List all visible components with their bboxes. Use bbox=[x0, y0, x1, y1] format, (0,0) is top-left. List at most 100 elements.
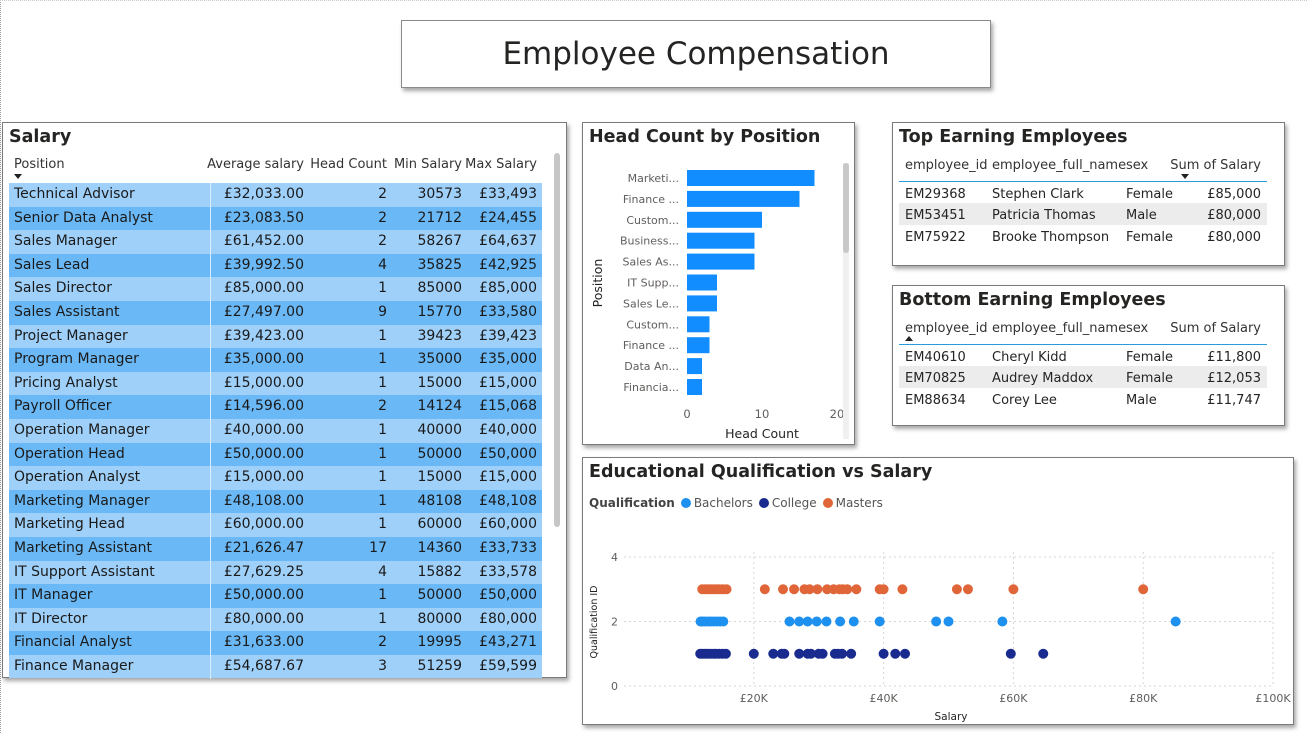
table-row[interactable]: Marketing Manager £48,108.00 1 48108 £48,108 bbox=[9, 489, 542, 514]
table-row[interactable]: EM75922 Brooke Thompson Female £80,000 bbox=[899, 225, 1267, 246]
bar[interactable] bbox=[687, 274, 717, 291]
bar[interactable] bbox=[687, 295, 717, 312]
scatter-point-masters[interactable] bbox=[804, 584, 815, 595]
table-row[interactable]: Operation Head £50,000.00 1 50000 £50,000 bbox=[9, 442, 542, 467]
bar[interactable] bbox=[687, 170, 815, 186]
table-row[interactable]: Pricing Analyst £15,000.00 1 15000 £15,000 bbox=[9, 371, 542, 396]
bar[interactable] bbox=[687, 316, 710, 333]
bar[interactable] bbox=[687, 232, 755, 249]
scatter-point-college[interactable] bbox=[1038, 648, 1049, 659]
scatter-point-masters[interactable] bbox=[721, 584, 732, 595]
scatter-point-masters[interactable] bbox=[759, 584, 770, 595]
sort-descending-icon[interactable] bbox=[1181, 174, 1189, 179]
scatter-point-bachelors[interactable] bbox=[848, 616, 859, 627]
scatter-point-masters[interactable] bbox=[1008, 584, 1019, 595]
bar[interactable] bbox=[687, 358, 702, 375]
bar[interactable] bbox=[687, 337, 710, 354]
table-row[interactable]: Finance Manager £54,687.67 3 51259 £59,599 bbox=[9, 654, 542, 679]
salary-table-panel[interactable]: Salary Position Average salary Head Coun… bbox=[2, 122, 567, 679]
scatter-point-bachelors[interactable] bbox=[811, 616, 822, 627]
table-row[interactable]: Technical Advisor £32,033.00 2 30573 £33,493 bbox=[9, 183, 542, 207]
scatter-point-masters[interactable] bbox=[962, 584, 973, 595]
scatter-point-college[interactable] bbox=[779, 648, 790, 659]
scatter-point-college[interactable] bbox=[817, 648, 828, 659]
table-row[interactable]: EM88634 Corey Lee Male £11,747 bbox=[899, 388, 1267, 409]
table-row[interactable]: EM70825 Audrey Maddox Female £12,053 bbox=[899, 366, 1267, 388]
scatter-point-college[interactable] bbox=[748, 648, 759, 659]
scatter-point-masters[interactable] bbox=[789, 584, 800, 595]
column-header-max-salary[interactable]: Max Salary bbox=[465, 157, 537, 172]
table-row[interactable]: Operation Analyst £15,000.00 1 15000 £15,000 bbox=[9, 466, 542, 490]
legend-item-masters[interactable]: Masters bbox=[822, 496, 883, 510]
column-header-average-salary[interactable]: Average salary bbox=[207, 157, 304, 172]
scatter-point-bachelors[interactable] bbox=[943, 616, 954, 627]
table-row[interactable]: Program Manager £35,000.00 1 35000 £35,000 bbox=[9, 348, 542, 372]
bar[interactable] bbox=[687, 253, 755, 270]
table-row[interactable]: Sales Director £85,000.00 1 85000 £85,000 bbox=[9, 277, 542, 301]
legend-item-bachelors[interactable]: Bachelors bbox=[680, 496, 753, 510]
table-row[interactable]: Financial Analyst £31,633.00 2 19995 £43,271 bbox=[9, 631, 542, 655]
scatter-point-masters[interactable] bbox=[1138, 584, 1149, 595]
column-header-sum-of-salary[interactable]: Sum of Salary bbox=[1170, 158, 1261, 173]
table-row[interactable]: Sales Manager £61,452.00 2 58267 £64,637 bbox=[9, 230, 542, 254]
scatter-point-college[interactable] bbox=[805, 648, 816, 659]
column-header-position[interactable]: Position bbox=[14, 157, 65, 172]
table-row[interactable]: EM53451 Patricia Thomas Male £80,000 bbox=[899, 203, 1267, 225]
bar[interactable] bbox=[687, 190, 800, 207]
legend-item-college[interactable]: College bbox=[758, 496, 817, 510]
table-row[interactable]: Senior Data Analyst £23,083.50 2 21712 £24,4… bbox=[9, 206, 542, 231]
table-row[interactable]: Payroll Officer £14,596.00 2 14124 £15,068 bbox=[9, 395, 542, 419]
scatter-point-masters[interactable] bbox=[851, 584, 862, 595]
chart-scrollbar-track[interactable] bbox=[843, 163, 849, 439]
scatter-point-bachelors[interactable] bbox=[794, 616, 805, 627]
scatter-point-masters[interactable] bbox=[812, 584, 823, 595]
scatter-point-bachelors[interactable] bbox=[784, 616, 795, 627]
scatter-point-masters[interactable] bbox=[878, 584, 889, 595]
table-row[interactable]: Sales Assistant £27,497.00 9 15770 £33,580 bbox=[9, 300, 542, 325]
scatter-point-masters[interactable] bbox=[778, 584, 789, 595]
column-header-employee-full-name[interactable]: employee_full_name bbox=[992, 158, 1127, 173]
scatter-point-masters[interactable] bbox=[842, 584, 853, 595]
scatter-point-bachelors[interactable] bbox=[931, 616, 942, 627]
scatter-point-college[interactable] bbox=[794, 648, 805, 659]
scatter-point-bachelors[interactable] bbox=[802, 616, 813, 627]
scatter-point-bachelors[interactable] bbox=[874, 616, 885, 627]
bar[interactable] bbox=[687, 379, 702, 395]
scatter-point-bachelors[interactable] bbox=[997, 616, 1008, 627]
chart-scrollbar[interactable] bbox=[843, 163, 849, 253]
scatter-point-college[interactable] bbox=[846, 648, 857, 659]
table-row[interactable]: Project Manager £39,423.00 1 39423 £39,423 bbox=[9, 324, 542, 349]
scatter-point-college[interactable] bbox=[768, 648, 779, 659]
column-header-sum-of-salary[interactable]: Sum of Salary bbox=[1170, 321, 1261, 336]
scatter-point-college[interactable] bbox=[1005, 648, 1016, 659]
scatter-point-bachelors[interactable] bbox=[1170, 616, 1181, 627]
table-row[interactable]: EM29368 Stephen Clark Female £85,000 bbox=[899, 182, 1267, 203]
table-row[interactable]: Marketing Head £60,000.00 1 60000 £60,000 bbox=[9, 513, 542, 537]
table-row[interactable]: IT Support Assistant £27,629.25 4 15882 £33,… bbox=[9, 560, 542, 585]
scatter-point-college[interactable] bbox=[890, 648, 901, 659]
column-header-sex[interactable]: sex bbox=[1126, 158, 1149, 173]
sort-ascending-icon[interactable] bbox=[905, 336, 913, 341]
scatter-point-bachelors[interactable] bbox=[835, 616, 846, 627]
column-header-employee-full-name[interactable]: employee_full_name bbox=[992, 321, 1127, 336]
table-row[interactable]: IT Manager £50,000.00 1 50000 £50,000 bbox=[9, 584, 542, 608]
scatter-point-college[interactable] bbox=[837, 648, 848, 659]
column-header-employee-id[interactable]: employee_id bbox=[905, 321, 988, 336]
table-row[interactable]: Marketing Assistant £21,626.47 17 14360 £33,… bbox=[9, 536, 542, 561]
scatter-point-college[interactable] bbox=[878, 648, 889, 659]
column-header-head-count[interactable]: Head Count bbox=[310, 157, 387, 172]
scatter-point-bachelors[interactable] bbox=[718, 616, 729, 627]
salary-table-scrollbar[interactable] bbox=[554, 153, 560, 527]
column-header-sex[interactable]: sex bbox=[1126, 321, 1149, 336]
scatter-point-college[interactable] bbox=[900, 648, 911, 659]
scatter-point-masters[interactable] bbox=[951, 584, 962, 595]
bar[interactable] bbox=[687, 211, 762, 228]
column-header-min-salary[interactable]: Min Salary bbox=[393, 157, 462, 172]
sort-descending-icon[interactable] bbox=[14, 174, 22, 179]
scatter-point-bachelors[interactable] bbox=[821, 616, 832, 627]
scatter-point-college[interactable] bbox=[720, 648, 731, 659]
scatter-point-masters[interactable] bbox=[897, 584, 908, 595]
column-header-employee-id[interactable]: employee_id bbox=[905, 158, 988, 173]
table-row[interactable]: EM40610 Cheryl Kidd Female £11,800 bbox=[899, 345, 1267, 366]
table-row[interactable]: IT Director £80,000.00 1 80000 £80,000 bbox=[9, 607, 542, 632]
